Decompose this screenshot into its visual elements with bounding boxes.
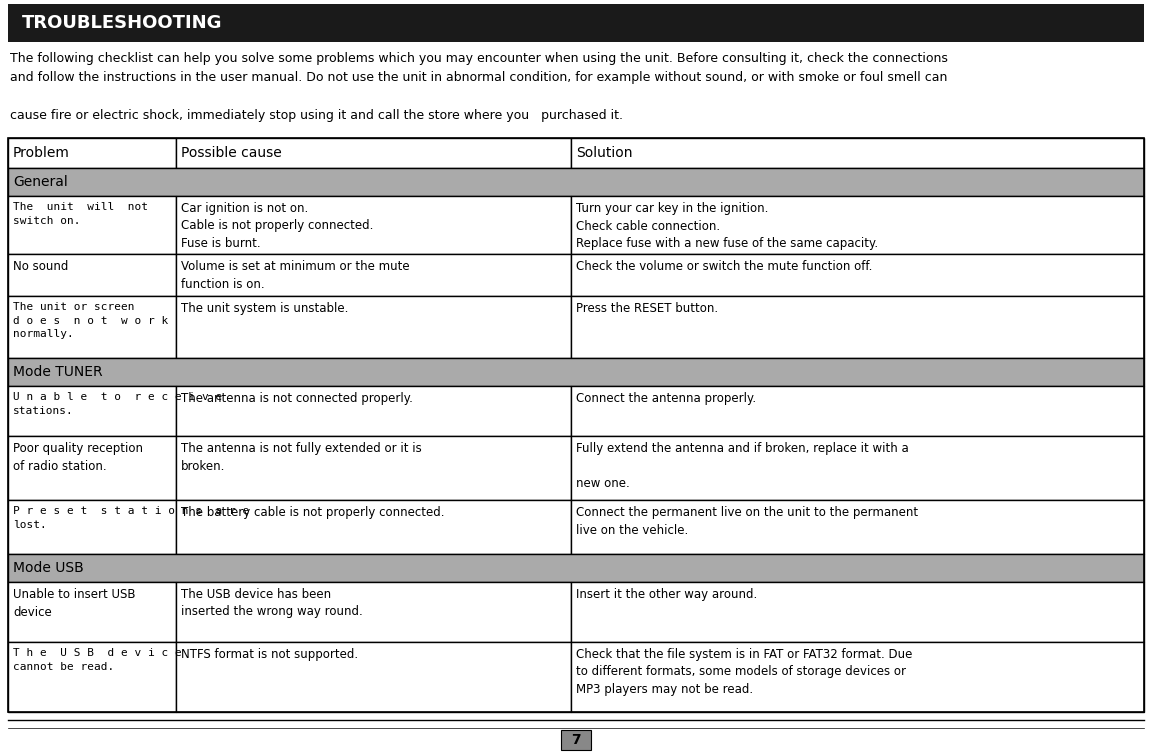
Text: General: General	[13, 175, 68, 189]
Bar	[571, 196, 1144, 254]
Text: Insert it the other way around.: Insert it the other way around.	[576, 588, 758, 601]
Bar	[571, 296, 1144, 358]
Text: The unit system is unstable.: The unit system is unstable.	[181, 302, 349, 315]
Bar	[176, 254, 571, 296]
Bar	[176, 436, 571, 500]
Bar	[8, 168, 1144, 196]
Bar	[8, 554, 1144, 582]
Text: The antenna is not fully extended or it is
broken.: The antenna is not fully extended or it …	[181, 442, 422, 473]
Text: The following checklist can help you solve some problems which you may encounter: The following checklist can help you sol…	[10, 52, 948, 65]
Bar	[571, 642, 1144, 712]
Bar	[8, 4, 1144, 42]
Text: Press the RESET button.: Press the RESET button.	[576, 302, 719, 315]
Text: Poor quality reception
of radio station.: Poor quality reception of radio station.	[13, 442, 143, 473]
Bar	[176, 582, 571, 642]
Bar	[176, 196, 571, 254]
Text: TROUBLESHOOTING: TROUBLESHOOTING	[22, 14, 222, 32]
Text: Connect the permanent live on the unit to the permanent
live on the vehicle.: Connect the permanent live on the unit t…	[576, 506, 918, 537]
Bar	[176, 500, 571, 554]
Bar	[8, 642, 176, 712]
Text: Possible cause: Possible cause	[181, 146, 282, 160]
Text: Problem: Problem	[13, 146, 70, 160]
Bar	[8, 582, 176, 642]
Text: P r e s e t  s t a t i o n s  a r e
lost.: P r e s e t s t a t i o n s a r e lost.	[13, 506, 249, 529]
Text: Unable to insert USB
device: Unable to insert USB device	[13, 588, 136, 618]
Text: Turn your car key in the ignition.
Check cable connection.
Replace fuse with a n: Turn your car key in the ignition. Check…	[576, 202, 879, 250]
Text: T h e  U S B  d e v i c e
cannot be read.: T h e U S B d e v i c e cannot be read.	[13, 648, 182, 672]
Bar	[8, 196, 176, 254]
Bar	[8, 358, 1144, 386]
Bar	[176, 642, 571, 712]
Text: Connect the antenna properly.: Connect the antenna properly.	[576, 392, 757, 405]
Text: The  unit  will  not
switch on.: The unit will not switch on.	[13, 202, 147, 226]
Text: cause fire or electric shock, immediately stop using it and call the store where: cause fire or electric shock, immediatel…	[10, 109, 623, 122]
Bar	[8, 138, 1144, 712]
Text: 7: 7	[571, 733, 581, 747]
Bar	[176, 138, 571, 168]
Text: Volume is set at minimum or the mute
function is on.: Volume is set at minimum or the mute fun…	[181, 260, 410, 291]
Text: The unit or screen
d o e s  n o t  w o r k
normally.: The unit or screen d o e s n o t w o r k…	[13, 302, 168, 339]
Text: NTFS format is not supported.: NTFS format is not supported.	[181, 648, 358, 661]
Text: Mode TUNER: Mode TUNER	[13, 365, 103, 379]
Text: The antenna is not connected properly.: The antenna is not connected properly.	[181, 392, 414, 405]
Bar	[8, 386, 176, 436]
Bar	[571, 254, 1144, 296]
Bar	[176, 386, 571, 436]
Text: U n a b l e  t o  r e c e i v e
stations.: U n a b l e t o r e c e i v e stations.	[13, 392, 222, 415]
Text: The USB device has been
inserted the wrong way round.: The USB device has been inserted the wro…	[181, 588, 363, 618]
Bar	[571, 582, 1144, 642]
Text: No sound: No sound	[13, 260, 68, 273]
Bar	[571, 500, 1144, 554]
Bar	[571, 436, 1144, 500]
Text: Mode USB: Mode USB	[13, 561, 84, 575]
Text: Check the volume or switch the mute function off.: Check the volume or switch the mute func…	[576, 260, 873, 273]
Bar	[176, 296, 571, 358]
Bar	[571, 386, 1144, 436]
Bar	[8, 500, 176, 554]
Bar	[8, 436, 176, 500]
Text: Fully extend the antenna and if broken, replace it with a

new one.: Fully extend the antenna and if broken, …	[576, 442, 909, 490]
Text: Solution: Solution	[576, 146, 632, 160]
Text: The battery cable is not properly connected.: The battery cable is not properly connec…	[181, 506, 445, 519]
Text: Check that the file system is in FAT or FAT32 format. Due
to different formats, : Check that the file system is in FAT or …	[576, 648, 912, 696]
Bar	[571, 138, 1144, 168]
Bar	[8, 296, 176, 358]
Bar	[8, 254, 176, 296]
Text: and follow the instructions in the user manual. Do not use the unit in abnormal : and follow the instructions in the user …	[10, 71, 947, 84]
Bar	[8, 138, 176, 168]
Text: Car ignition is not on.
Cable is not properly connected.
Fuse is burnt.: Car ignition is not on. Cable is not pro…	[181, 202, 373, 250]
Bar	[561, 730, 591, 750]
